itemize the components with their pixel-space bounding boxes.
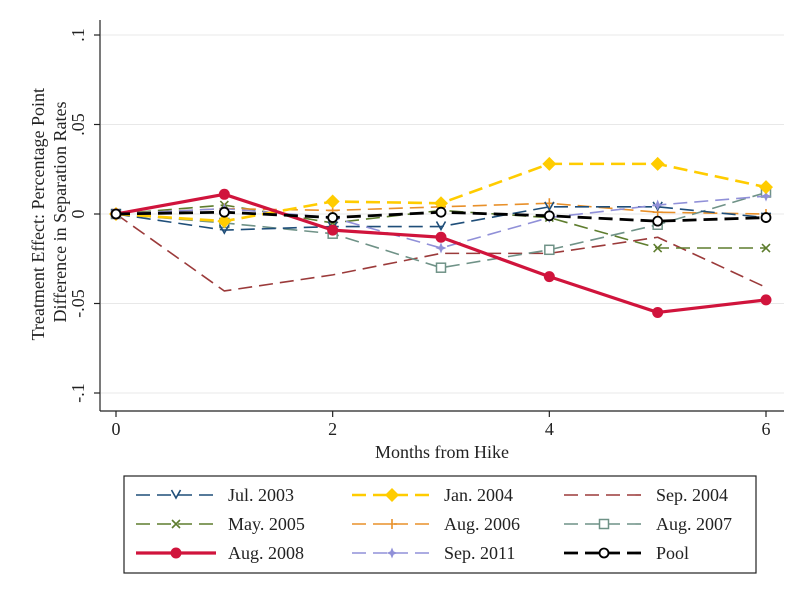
data-point [110, 208, 122, 220]
legend-box [123, 475, 757, 574]
data-point [760, 212, 772, 223]
legend-label: Sep. 2011 [444, 543, 515, 563]
legend-label: Pool [656, 543, 689, 563]
data-point [544, 244, 555, 256]
y-axis-title-line-1: Treatment Effect: Percentage Point [28, 88, 48, 340]
legend-marker [387, 519, 397, 529]
legend-marker [170, 547, 182, 559]
legend-item-aug-2008: Aug. 2008 [136, 543, 304, 563]
legend-marker [171, 519, 181, 529]
data-point [435, 221, 447, 232]
legend-marker [385, 488, 399, 502]
data-point [650, 156, 665, 171]
series-pool [110, 206, 772, 227]
ticks: .1 .05 0 -.05 -.1 0 2 4 6 [68, 28, 771, 439]
y-tick-label: -.1 [68, 383, 88, 403]
legend-item-may-2005: May. 2005 [136, 514, 305, 534]
legend-label: Sep. 2004 [656, 485, 728, 505]
data-point [760, 190, 772, 202]
legend-marker [598, 518, 610, 530]
data-point [652, 306, 664, 318]
data-point [653, 243, 663, 253]
data-point [218, 188, 230, 200]
data-point [435, 231, 447, 243]
y-tick-label: .1 [68, 28, 88, 42]
x-tick-label: 6 [762, 419, 771, 439]
y-axis-title-line-2: Difference in Separation Rates [50, 101, 70, 322]
data-point [218, 206, 230, 218]
x-tick-label: 4 [545, 419, 554, 439]
y-tick-label: .05 [68, 113, 88, 136]
data-point [652, 199, 664, 211]
data-point [543, 210, 555, 222]
legend-marker [386, 547, 398, 559]
x-tick-label: 2 [328, 419, 337, 439]
y-axis-title: Treatment Effect: Percentage Point Diffe… [28, 84, 70, 341]
axes [99, 20, 784, 412]
legend-label: May. 2005 [228, 514, 305, 534]
legend-item-jan-2004: Jan. 2004 [352, 485, 513, 505]
data-point [542, 156, 557, 171]
data-point [435, 242, 447, 254]
legend-marker [170, 489, 182, 500]
data-point [325, 194, 340, 209]
data-point [217, 214, 232, 229]
legend-label: Aug. 2008 [228, 543, 304, 563]
legend-label: Jul. 2003 [228, 485, 294, 505]
legend-item-sep-2004: Sep. 2004 [564, 485, 728, 505]
y-tick-label: 0 [68, 210, 88, 219]
legend-item-jul-2003: Jul. 2003 [136, 485, 294, 505]
data-point [761, 243, 771, 253]
data-point [327, 224, 339, 236]
x-axis-title: Months from Hike [375, 442, 509, 462]
legend-marker [598, 547, 610, 559]
data-point [435, 262, 447, 273]
series-layer [109, 156, 773, 318]
data-point [219, 224, 230, 235]
data-point [434, 196, 448, 211]
data-point [435, 206, 447, 218]
legend-item-sep-2011: Sep. 2011 [352, 543, 515, 563]
legend: Jul. 2003 Jan. 2004 Sep. 2004 May. 2005 Aug.… [123, 475, 757, 574]
x-tick-label: 0 [112, 419, 121, 439]
data-point [759, 180, 773, 195]
legend-label: Aug. 2006 [444, 514, 520, 534]
data-point [652, 215, 664, 227]
legend-item-aug-2006: Aug. 2006 [352, 514, 520, 534]
legend-item-aug-2007: Aug. 2007 [564, 514, 732, 534]
series-sep-2004 [115, 213, 767, 292]
data-point [543, 271, 555, 283]
y-tick-label: -.05 [68, 289, 88, 318]
series-line-sep-2004 [115, 213, 767, 292]
legend-label: Aug. 2007 [656, 514, 732, 534]
legend-label: Jan. 2004 [444, 485, 513, 505]
series-line-jul-2003 [115, 206, 767, 231]
data-point [327, 212, 339, 223]
legend-item-pool: Pool [564, 543, 689, 563]
data-point [760, 294, 772, 306]
data-point [544, 201, 555, 212]
